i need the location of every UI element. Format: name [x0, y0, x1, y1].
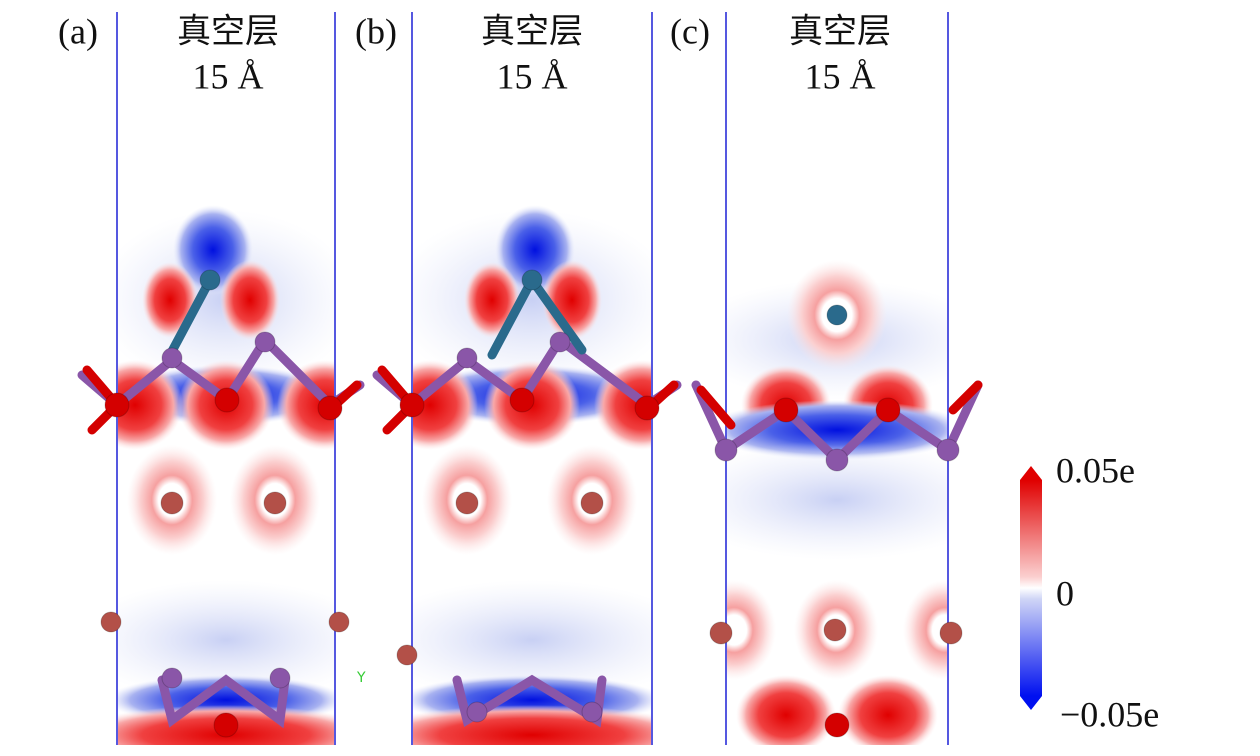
- charge-lobe: [412, 210, 652, 390]
- bond: [948, 380, 983, 415]
- panel-label: (b): [355, 11, 397, 51]
- vacuum-thickness: 15 Å: [497, 56, 568, 96]
- charge-lobe: [277, 360, 335, 450]
- panel-plot: [726, 260, 948, 745]
- vacuum-thickness: 15 Å: [193, 56, 264, 96]
- atom: [875, 397, 901, 423]
- charge-lobe: [726, 580, 776, 680]
- atom: [709, 621, 733, 645]
- vacuum-thickness: 15 Å: [805, 56, 876, 96]
- atom: [214, 387, 240, 413]
- colorbar-max-arrow: [1020, 466, 1042, 480]
- atom: [549, 331, 571, 353]
- atom: [269, 667, 291, 689]
- atom: [581, 701, 603, 723]
- bond: [157, 674, 290, 729]
- charge-lobe: [736, 675, 836, 745]
- panel-label: (a): [58, 11, 98, 51]
- atom: [456, 347, 478, 369]
- atom: [161, 347, 183, 369]
- panel-title: 真空层: [789, 12, 891, 52]
- bond: [165, 275, 215, 360]
- charge-lobe: [117, 360, 183, 450]
- atom: [634, 395, 660, 421]
- colorbar-min-arrow: [1020, 696, 1042, 710]
- charge-lobe: [412, 360, 478, 450]
- atom: [825, 448, 849, 472]
- atom: [521, 269, 543, 291]
- atom: [773, 397, 799, 423]
- colorbar-mid-label: 0: [1056, 573, 1074, 613]
- charge-lobe: [220, 260, 280, 340]
- bond: [696, 385, 736, 430]
- atom: [199, 269, 221, 291]
- atom: [399, 392, 425, 418]
- charge-lobe: [142, 262, 198, 338]
- atom: [161, 667, 183, 689]
- bond: [527, 275, 587, 355]
- atom: [160, 491, 184, 515]
- panel-title: 真空层: [177, 12, 279, 52]
- axis-indicator: Y: [356, 670, 366, 686]
- atom: [317, 395, 343, 421]
- atom: [939, 621, 963, 645]
- atom: [580, 491, 604, 515]
- charge-lobe: [903, 580, 948, 680]
- atom: [263, 491, 287, 515]
- atom: [936, 438, 960, 462]
- atom: [254, 331, 276, 353]
- atom: [466, 701, 488, 723]
- charge-lobe: [412, 705, 652, 745]
- atom: [104, 392, 130, 418]
- colorbar-min-label: −0.05e: [1060, 694, 1159, 734]
- charge-lobe: [594, 360, 652, 450]
- charge-lobe: [726, 440, 948, 560]
- colorbar: 0.05e 0 −0.05e: [1020, 450, 1159, 734]
- atom: [824, 712, 850, 738]
- atom: [396, 644, 418, 666]
- panel-label: (c): [670, 11, 710, 51]
- atom: [509, 387, 535, 413]
- atom: [213, 712, 239, 738]
- panel-plot: [117, 205, 335, 745]
- charge-lobe: [412, 580, 652, 700]
- colorbar-gradient: [1020, 480, 1042, 696]
- colorbar-max-label: 0.05e: [1056, 450, 1135, 490]
- bond: [487, 275, 537, 360]
- atom: [714, 438, 738, 462]
- atom: [823, 618, 847, 642]
- atom: [100, 611, 122, 633]
- panel-title: 真空层: [481, 12, 583, 52]
- atom: [455, 491, 479, 515]
- atom: [328, 611, 350, 633]
- charge-lobe: [838, 675, 938, 745]
- atom: [826, 304, 848, 326]
- charge-lobe: [464, 262, 520, 338]
